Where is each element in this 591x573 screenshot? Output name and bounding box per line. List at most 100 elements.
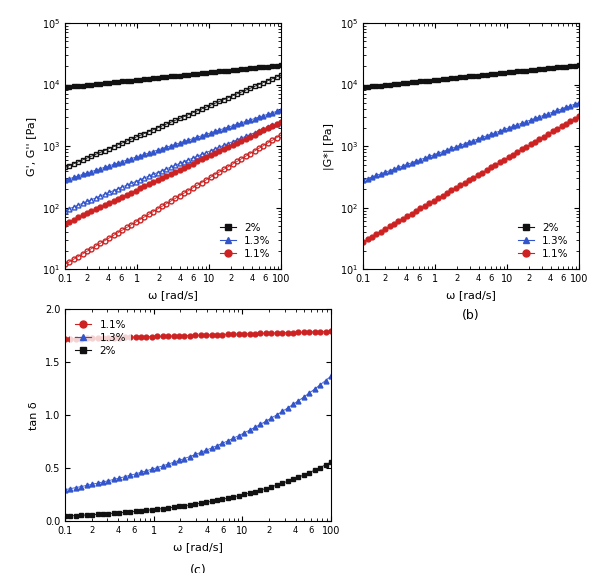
1.1% (465, 177, 472, 184)
1.1% (219, 331, 226, 338)
1.3% (110, 161, 117, 168)
2% (164, 504, 171, 511)
Line: 2%: 2% (63, 62, 284, 90)
1.1% (359, 238, 366, 245)
1.1% (404, 213, 411, 219)
2% (61, 84, 69, 91)
1.3% (216, 127, 223, 134)
1.3% (514, 121, 521, 128)
1.1% (110, 198, 117, 205)
1.1% (225, 331, 232, 338)
1.1% (563, 120, 570, 127)
1.3% (527, 116, 534, 123)
2% (479, 72, 486, 79)
1.3% (111, 476, 118, 483)
1.1% (164, 333, 171, 340)
2% (426, 77, 433, 84)
1.1% (158, 175, 165, 182)
1.1% (518, 146, 525, 153)
2% (70, 83, 77, 90)
2% (417, 78, 424, 85)
1.1% (141, 183, 148, 190)
1.3% (364, 175, 371, 182)
1.3% (290, 401, 297, 408)
2% (154, 74, 161, 81)
1.3% (439, 148, 446, 155)
1.1% (176, 332, 183, 339)
1.3% (531, 115, 538, 122)
2% (284, 478, 291, 485)
2% (364, 84, 371, 91)
1.1% (79, 212, 86, 219)
1.3% (116, 474, 123, 481)
1.3% (501, 126, 508, 133)
1.3% (273, 108, 280, 115)
1.3% (386, 167, 393, 174)
1.1% (99, 335, 106, 342)
2% (549, 64, 556, 71)
2% (373, 83, 380, 89)
Line: 1.1%: 1.1% (361, 113, 582, 244)
1.1% (255, 129, 262, 136)
2% (208, 498, 215, 505)
2% (514, 68, 521, 75)
1.3% (61, 486, 69, 493)
1.3% (154, 147, 161, 154)
2% (492, 70, 499, 77)
1.1% (554, 125, 561, 132)
2% (191, 501, 199, 508)
1.3% (488, 131, 495, 138)
2% (443, 75, 450, 82)
1.3% (167, 142, 174, 149)
1.1% (185, 162, 192, 169)
1.3% (255, 113, 262, 120)
1.3% (189, 135, 196, 142)
1.3% (246, 116, 254, 123)
1.3% (554, 107, 561, 114)
1.1% (70, 216, 77, 223)
1.3% (483, 132, 490, 139)
1.3% (137, 152, 144, 159)
2% (194, 70, 201, 77)
1.1% (61, 220, 69, 227)
1.3% (238, 119, 245, 126)
1.3% (470, 137, 477, 144)
1.3% (536, 113, 543, 120)
1.1% (132, 187, 139, 194)
1.1% (212, 150, 219, 156)
2% (121, 509, 128, 516)
2% (148, 507, 155, 513)
1.1% (150, 179, 157, 186)
1.3% (461, 140, 468, 147)
1.3% (413, 158, 420, 164)
2% (137, 76, 144, 83)
1.3% (558, 105, 565, 112)
2% (235, 492, 242, 499)
1.3% (170, 459, 177, 466)
2% (317, 464, 324, 471)
1.1% (364, 236, 371, 242)
1.3% (492, 129, 499, 136)
2% (430, 77, 437, 84)
1.3% (545, 110, 552, 117)
1.3% (443, 147, 450, 154)
1.3% (219, 440, 226, 447)
1.3% (121, 473, 128, 480)
2% (527, 66, 534, 73)
2% (126, 508, 134, 515)
2% (159, 505, 166, 512)
1.3% (213, 442, 220, 449)
1.3% (278, 408, 285, 415)
2% (483, 71, 490, 78)
1.1% (115, 195, 122, 202)
2% (246, 489, 253, 496)
2% (78, 512, 85, 519)
2% (262, 485, 269, 492)
2% (545, 65, 552, 72)
1.1% (269, 123, 276, 129)
2% (167, 73, 174, 80)
1.1% (540, 133, 547, 140)
1.3% (257, 421, 264, 427)
1.1% (452, 185, 459, 191)
1.3% (67, 485, 74, 492)
